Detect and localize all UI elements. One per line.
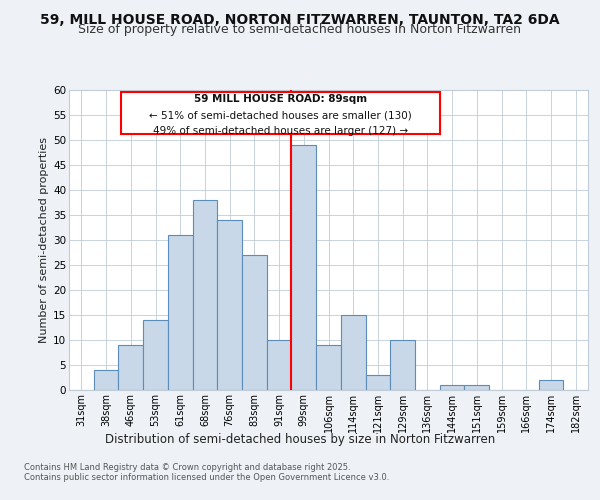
Text: 59, MILL HOUSE ROAD, NORTON FITZWARREN, TAUNTON, TA2 6DA: 59, MILL HOUSE ROAD, NORTON FITZWARREN, … — [40, 12, 560, 26]
Bar — [143, 320, 168, 390]
Text: 59 MILL HOUSE ROAD: 89sqm: 59 MILL HOUSE ROAD: 89sqm — [194, 94, 367, 104]
Bar — [193, 200, 217, 390]
Bar — [316, 345, 341, 390]
Bar — [118, 345, 143, 390]
Bar — [440, 385, 464, 390]
Text: Distribution of semi-detached houses by size in Norton Fitzwarren: Distribution of semi-detached houses by … — [105, 432, 495, 446]
Bar — [267, 340, 292, 390]
Bar — [94, 370, 118, 390]
Bar — [464, 385, 489, 390]
Y-axis label: Number of semi-detached properties: Number of semi-detached properties — [39, 137, 49, 343]
Bar — [168, 235, 193, 390]
FancyBboxPatch shape — [121, 92, 440, 134]
Bar — [365, 375, 390, 390]
Bar — [539, 380, 563, 390]
Text: 49% of semi-detached houses are larger (127) →: 49% of semi-detached houses are larger (… — [153, 126, 408, 136]
Text: Contains HM Land Registry data © Crown copyright and database right 2025.
Contai: Contains HM Land Registry data © Crown c… — [24, 462, 389, 482]
Bar — [292, 145, 316, 390]
Bar — [341, 315, 365, 390]
Text: ← 51% of semi-detached houses are smaller (130): ← 51% of semi-detached houses are smalle… — [149, 111, 412, 121]
Bar — [217, 220, 242, 390]
Bar — [242, 255, 267, 390]
Bar — [390, 340, 415, 390]
Text: Size of property relative to semi-detached houses in Norton Fitzwarren: Size of property relative to semi-detach… — [79, 22, 521, 36]
